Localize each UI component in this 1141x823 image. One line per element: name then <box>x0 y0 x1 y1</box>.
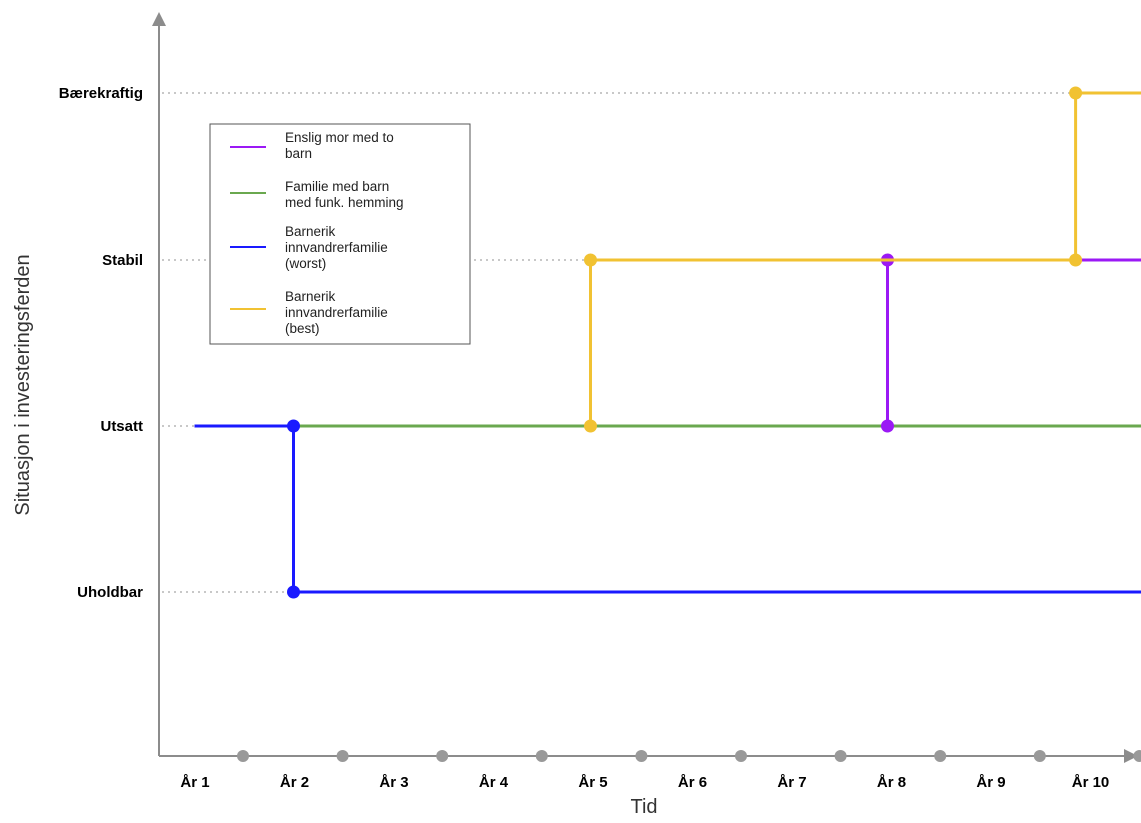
legend-label-line: Barnerik <box>285 224 336 239</box>
legend-label-line: med funk. hemming <box>285 195 404 210</box>
x-tick-label-7: År 7 <box>777 774 806 791</box>
x-tick-dot <box>1133 750 1141 762</box>
y-tick-label-uholdbar: Uholdbar <box>77 584 143 601</box>
series-familie-med-barn-med-funk-hemming <box>194 424 1141 428</box>
y-tick-label-b-rekraftig: Bærekraftig <box>59 85 143 102</box>
legend-box <box>209 123 471 345</box>
series <box>194 86 1141 599</box>
x-tick-label-3: År 3 <box>379 774 408 791</box>
x-tick-dot <box>535 750 548 762</box>
y-tick-label-utsatt: Utsatt <box>100 418 143 435</box>
x-tick-dot <box>436 750 449 762</box>
x-tick-label-8: År 8 <box>877 774 906 791</box>
x-tick-dot <box>237 750 249 762</box>
x-tick-label-6: År 6 <box>678 774 707 791</box>
legend-label-line: innvandrerfamilie <box>285 240 388 255</box>
x-tick-label-10: År 10 <box>1072 774 1110 791</box>
x-tick-label-2: År 2 <box>280 774 309 791</box>
legend-label-line: barn <box>285 146 312 161</box>
legend-label-line: Barnerik <box>285 289 336 304</box>
series-barnerik-innvandrerfamilie-worst <box>194 419 1141 599</box>
legend-label-line: Familie med barn <box>285 179 389 194</box>
x-axis-arrow-icon <box>1124 749 1138 763</box>
legend-label-line: Enslig mor med to <box>285 130 394 145</box>
series-line <box>589 91 1141 426</box>
series-line <box>194 424 1141 594</box>
legend-label-line: innvandrerfamilie <box>285 305 388 320</box>
x-tick-label-5: År 5 <box>578 774 607 791</box>
y-tick-labels: Uholdbar Utsatt Stabil Bærekraftig <box>59 85 143 601</box>
x-tick-labels: År 1 År 2 År 3 År 4 År 5 År 6 År 7 År 8 År 9 År 1… <box>180 750 1141 791</box>
data-point <box>1069 86 1083 100</box>
x-tick-dot <box>1033 750 1046 762</box>
series-enslig-mor-med-to-barn <box>881 253 1141 433</box>
data-point <box>584 253 597 267</box>
data-point <box>881 419 894 433</box>
data-point <box>584 419 597 433</box>
x-tick-dot <box>834 750 847 762</box>
y-axis-arrow-icon <box>152 12 166 26</box>
x-tick-label-9: År 9 <box>976 774 1005 791</box>
x-tick-dot <box>735 750 747 762</box>
x-tick-dot <box>934 750 947 762</box>
x-tick-label-4: År 4 <box>479 774 509 791</box>
data-point <box>287 585 300 599</box>
legend-label-line: (best) <box>285 321 320 336</box>
x-axis-title: Tid <box>630 796 657 818</box>
y-tick-label-stabil: Stabil <box>102 252 143 269</box>
data-point <box>287 419 300 433</box>
x-tick-dot <box>336 750 349 762</box>
series-barnerik-innvandrerfamilie-best <box>584 86 1141 433</box>
series-line <box>886 258 1141 426</box>
data-point <box>1069 253 1083 267</box>
legend-label-line: (worst) <box>285 256 326 271</box>
x-tick-dot <box>635 750 648 762</box>
y-axis-title: Situasjon i investeringsferden <box>12 254 34 515</box>
x-tick-label-1: År 1 <box>180 774 209 791</box>
